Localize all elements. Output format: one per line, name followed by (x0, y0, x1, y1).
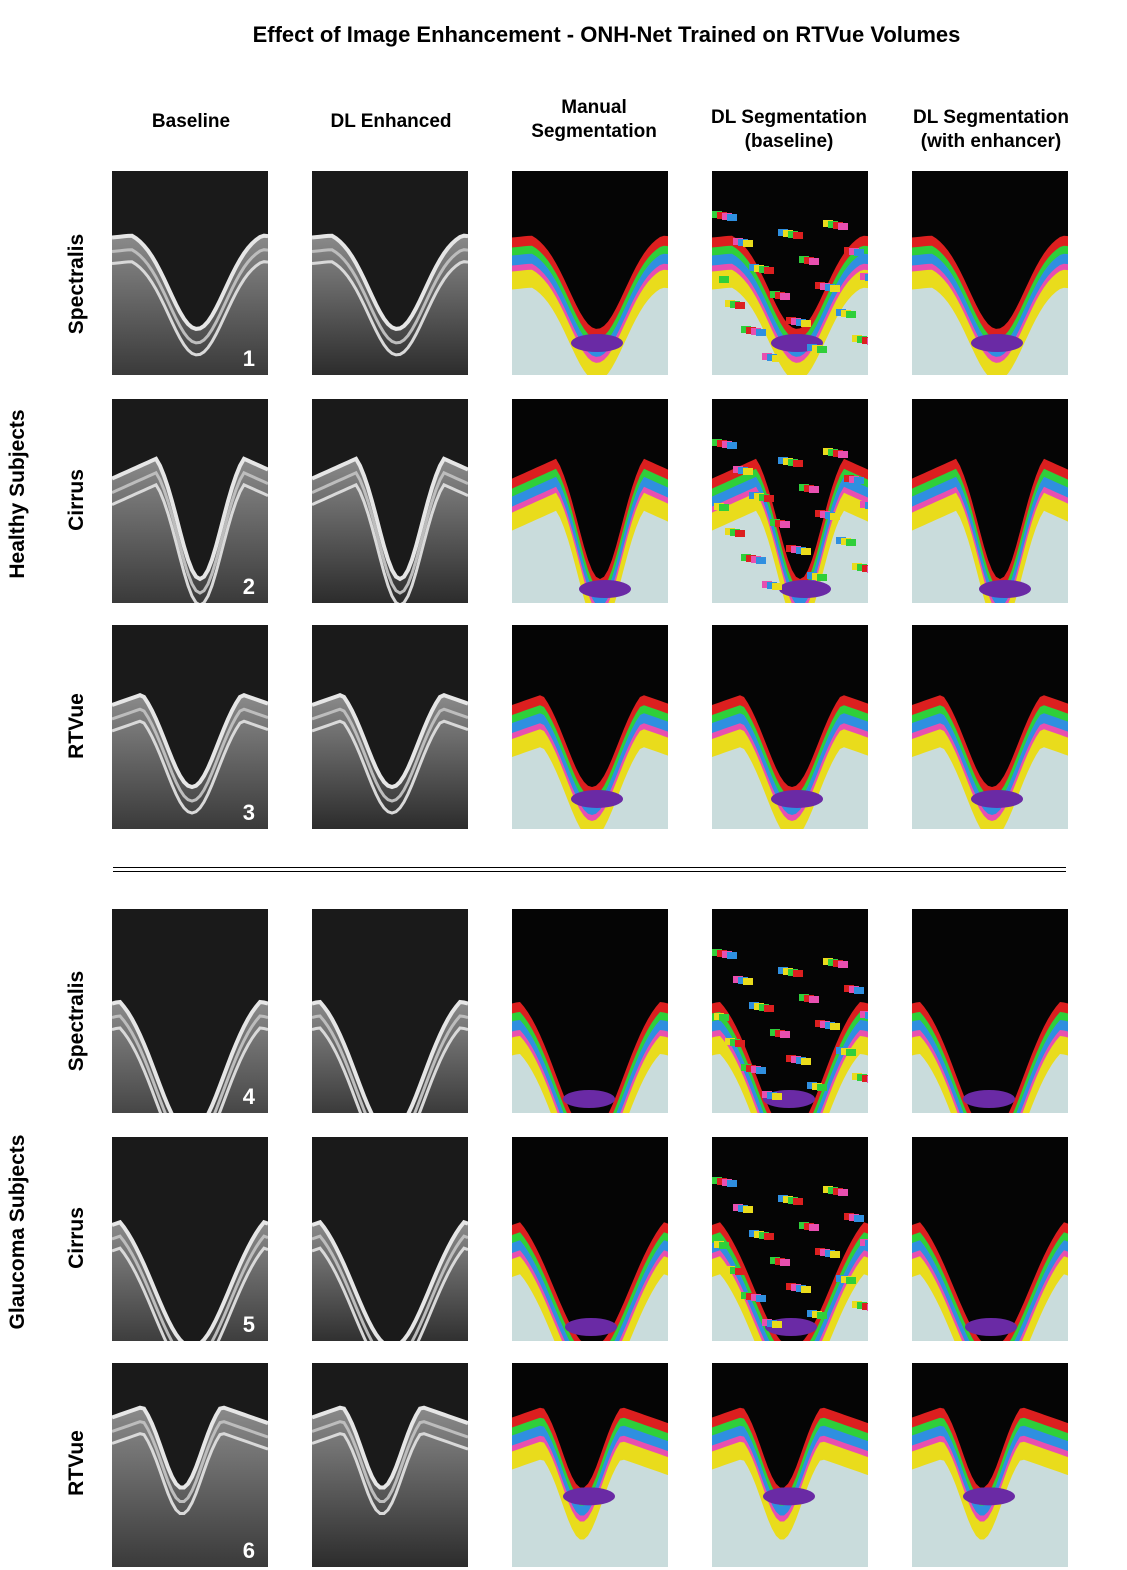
manual-segmentation-image (512, 399, 668, 603)
image-number-label: 6 (242, 1538, 255, 1563)
dl-enhanced-image (312, 171, 468, 375)
row-label-device: Spectralis (65, 970, 88, 1072)
dl-segmentation-baseline-image (712, 909, 868, 1113)
baseline-image: 5 (112, 1137, 268, 1341)
baseline-image: 4 (112, 909, 268, 1113)
group-label-healthy: Healthy Subjects (6, 409, 29, 579)
image-number-label: 5 (242, 1312, 255, 1337)
dl-enhanced-image (312, 399, 468, 603)
dl-segmentation-enhancer-image (912, 399, 1068, 603)
baseline-image: 1 (112, 171, 268, 375)
dl-enhanced-image (312, 1137, 468, 1341)
baseline-image: 6 (112, 1363, 268, 1567)
group-label-glaucoma: Glaucoma Subjects (6, 1134, 29, 1330)
column-header-dl-segmentation-baseline: DL Segmentation (baseline) (711, 107, 867, 152)
manual-segmentation-image (512, 1363, 668, 1567)
dl-segmentation-enhancer-image (912, 1137, 1068, 1341)
dl-enhanced-image (312, 1363, 468, 1567)
column-header-manual-segmentation: Manual Segmentation (531, 97, 657, 142)
column-header-dl-segmentation-enhancer: DL Segmentation (with enhancer) (913, 107, 1069, 152)
dl-segmentation-baseline-image (712, 399, 868, 603)
dl-segmentation-baseline-image (712, 1137, 868, 1341)
group-divider (113, 867, 1066, 868)
dl-segmentation-enhancer-image (912, 909, 1068, 1113)
manual-segmentation-image (512, 1137, 668, 1341)
dl-enhanced-image (312, 909, 468, 1113)
baseline-image: 2 (112, 399, 268, 603)
figure-title: Effect of Image Enhancement - ONH-Net Tr… (252, 22, 961, 47)
row-label-device: Cirrus (65, 1207, 88, 1269)
group-divider (113, 871, 1066, 872)
image-number-label: 2 (242, 574, 255, 599)
baseline-image: 3 (112, 625, 268, 829)
row-label-device: RTVue (65, 1430, 88, 1496)
row-label-device: RTVue (65, 693, 88, 759)
image-number-label: 4 (242, 1084, 255, 1109)
dl-segmentation-baseline-image (712, 625, 868, 829)
image-number-label: 1 (242, 346, 255, 371)
column-header-baseline: Baseline (151, 111, 231, 132)
dl-segmentation-enhancer-image (912, 1363, 1068, 1567)
dl-enhanced-image (312, 625, 468, 829)
dl-segmentation-baseline-image (712, 1363, 868, 1567)
image-number-label: 3 (242, 800, 255, 825)
manual-segmentation-image (512, 171, 668, 375)
manual-segmentation-image (512, 625, 668, 829)
dl-segmentation-baseline-image (712, 171, 868, 375)
manual-segmentation-image (512, 909, 668, 1113)
dl-segmentation-enhancer-image (912, 171, 1068, 375)
dl-segmentation-enhancer-image (912, 625, 1068, 829)
row-label-device: Spectralis (65, 233, 88, 335)
column-header-dl-enhanced: DL Enhanced (330, 111, 452, 132)
row-label-device: Cirrus (65, 469, 88, 531)
